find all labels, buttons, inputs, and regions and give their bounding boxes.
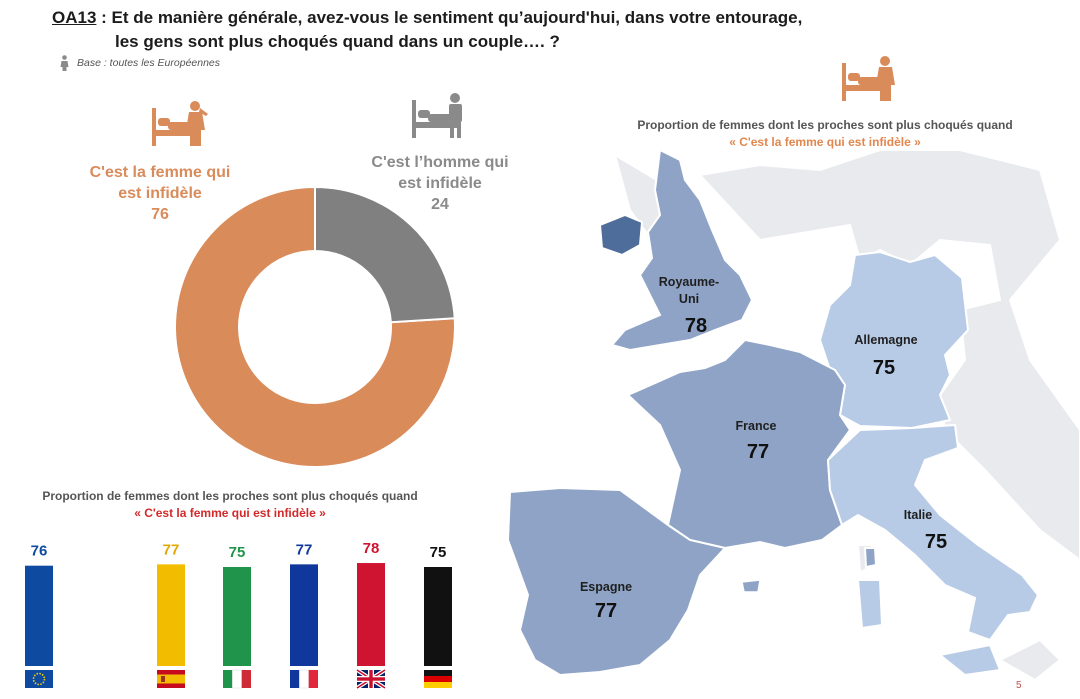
map-label-italy: Italie	[904, 508, 933, 522]
map-italy	[826, 423, 1040, 642]
bar-italy	[223, 567, 251, 666]
bar-value-spain: 77	[163, 541, 180, 558]
flag-germany-icon	[424, 670, 452, 688]
femme-label-line-1: C'est la femme qui	[89, 164, 231, 181]
donut-chart	[174, 185, 456, 468]
map-woman-cheating-icon	[842, 56, 895, 101]
homme-label-line-2: est infidèle	[398, 175, 482, 192]
homme-label: C'est l’homme qui est infidèle 24	[355, 152, 525, 215]
bar-europe	[25, 565, 53, 666]
bar-uk	[357, 563, 385, 666]
map-ireland	[598, 213, 644, 257]
page-number: 5	[1016, 680, 1022, 691]
femme-value-label: 76	[151, 206, 169, 223]
map-france	[626, 338, 852, 550]
bar-value-uk: 78	[363, 540, 380, 557]
map-value-italy: 75	[925, 531, 947, 553]
map-label-germany: Allemagne	[854, 333, 917, 347]
bar-value-italy: 75	[229, 544, 246, 561]
map-label-uk-line-1: Royaume-	[659, 275, 719, 289]
femme-label-line-2: est infidèle	[118, 185, 202, 202]
flag-uk-icon	[355, 668, 387, 690]
map-spain	[506, 486, 727, 677]
map-uk	[610, 148, 754, 352]
bar-spain	[157, 564, 185, 666]
base-text: Base : toutes les Européennes	[77, 57, 221, 69]
map-sicily	[937, 643, 1002, 677]
woman-cheating-icon	[152, 101, 208, 146]
bar-value-germany: 75	[430, 544, 447, 561]
person-icon	[60, 55, 69, 71]
bar-germany	[424, 567, 452, 666]
map-value-uk: 78	[685, 315, 707, 337]
map-value-germany: 75	[873, 357, 895, 379]
map-label-france: France	[736, 419, 777, 433]
bar-value-europe: 76	[31, 543, 48, 560]
homme-label-line-1: C'est l’homme qui	[371, 154, 509, 171]
flag-italy-icon	[223, 669, 251, 689]
homme-value-label: 24	[431, 196, 449, 213]
question-line-2: les gens sont plus choqués quand dans un…	[115, 32, 560, 51]
femme-label: C'est la femme qui est infidèle 76	[80, 162, 240, 225]
map-label-uk-line-2: Uni	[679, 292, 699, 306]
question-code: OA13	[52, 8, 97, 27]
map-label-spain: Espagne	[580, 580, 632, 594]
bar-caption-line-1: Proportion de femmes dont les proches so…	[42, 489, 418, 503]
map-caption-line-1: Proportion de femmes dont les proches so…	[637, 118, 1013, 132]
map-sardinia	[856, 579, 884, 630]
map-germany	[818, 250, 970, 430]
man-cheating-icon	[412, 93, 462, 138]
map-value-france: 77	[747, 441, 769, 463]
donut-slice-femme	[174, 185, 456, 468]
bar-france	[290, 564, 318, 666]
map-caption-line-2: « C'est la femme qui est infidèle »	[729, 135, 921, 149]
bar-value-france: 77	[296, 541, 313, 558]
flag-france-icon	[290, 669, 318, 689]
map-caption: Proportion de femmes dont les proches so…	[600, 117, 1050, 151]
donut-slice-homme	[314, 185, 456, 324]
flag-spain-icon	[157, 670, 185, 688]
flag-eu-icon	[25, 670, 53, 688]
bar-chart-caption: Proportion de femmes dont les proches so…	[20, 488, 440, 522]
question-line-1: : Et de manière générale, avez-vous le s…	[96, 8, 803, 27]
base-note: Base : toutes les Européennes	[60, 55, 220, 71]
map-value-spain: 77	[595, 600, 617, 622]
map-corsica	[863, 547, 878, 569]
europe-map: Royaume- Uni 78 Allemagne 75 France 77 I…	[506, 148, 1080, 682]
question-title: OA13 : Et de manière générale, avez-vous…	[52, 6, 852, 54]
bar-caption-line-2: « C'est la femme qui est infidèle »	[134, 506, 326, 520]
bar-chart: 76 77 75 77 78 75	[25, 540, 452, 690]
map-balearics	[741, 579, 761, 593]
